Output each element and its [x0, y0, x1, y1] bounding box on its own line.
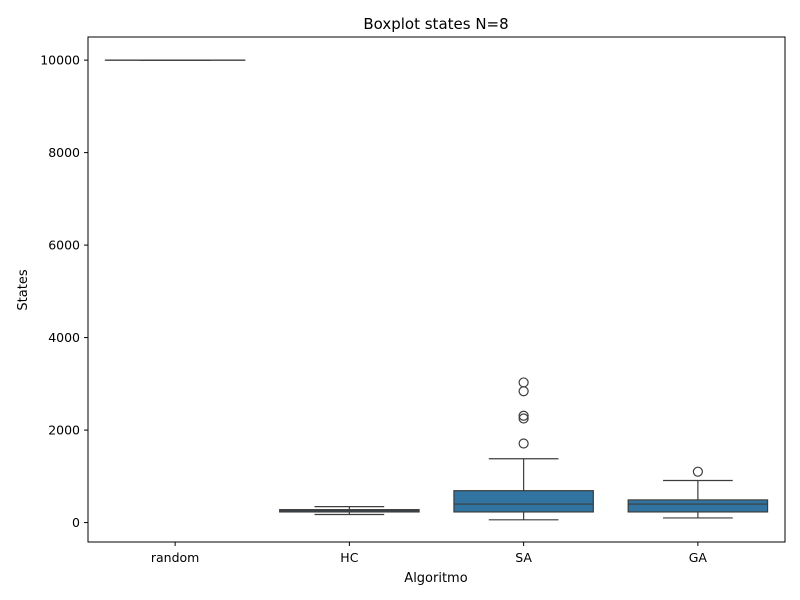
x-tick-label: GA [689, 550, 708, 565]
x-axis-label: Algoritmo [404, 571, 467, 586]
chart-title: Boxplot states N=8 [363, 15, 508, 33]
axes-frame [87, 36, 786, 543]
y-tick-label: 2000 [48, 423, 80, 438]
x-tick-label: HC [340, 550, 358, 565]
outlier-point [518, 413, 529, 424]
y-tick-label: 6000 [48, 238, 80, 253]
box-SA [453, 377, 594, 521]
box-GA [627, 466, 769, 519]
x-tick-label: SA [515, 550, 532, 565]
outlier-point [518, 377, 529, 388]
y-axis-label: States [16, 269, 31, 310]
outlier-point [518, 386, 529, 397]
box-iqr [627, 499, 769, 513]
outlier-point [518, 410, 529, 421]
box-HC [279, 506, 420, 516]
x-axis: random HC SA GA [151, 542, 708, 565]
box-iqr [453, 490, 594, 513]
y-tick-label: 10000 [40, 53, 80, 68]
y-tick-label: 0 [72, 515, 80, 530]
y-tick-label: 4000 [48, 330, 80, 345]
y-axis: 0 2000 4000 6000 8000 10000 [40, 53, 88, 530]
y-tick-label: 8000 [48, 145, 80, 160]
outlier-point [518, 438, 529, 449]
x-tick-label: random [151, 550, 199, 565]
boxes-layer [104, 59, 769, 521]
outlier-point [692, 466, 703, 477]
